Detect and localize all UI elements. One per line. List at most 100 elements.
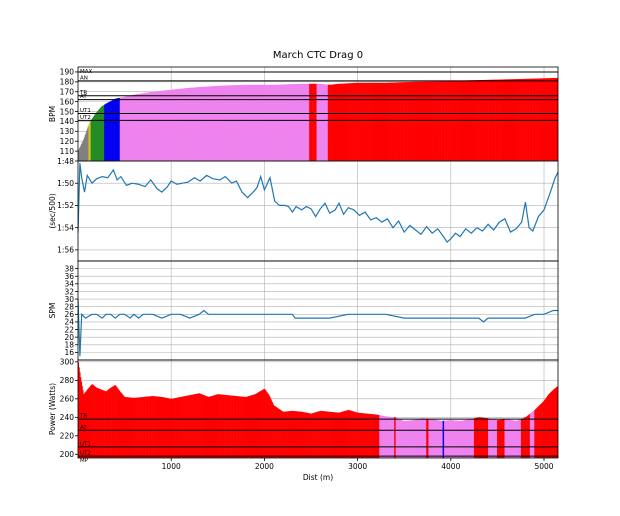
area-bar [287,84,289,161]
area-bar [259,84,261,161]
area-bar [151,91,153,161]
area-bar [168,89,171,161]
area-bar [505,419,508,458]
zone-label: UT2 [80,451,91,457]
area-bar [463,420,465,458]
area-bar [365,413,367,458]
area-bar [250,84,252,161]
area-bar [153,396,155,458]
area-bar [496,419,498,458]
area-bar [370,413,372,458]
area-bar [458,420,460,458]
area-bar [375,82,377,161]
area-bar [388,82,390,161]
area-bar [108,102,110,161]
area-bar [209,86,212,161]
area-bar [253,394,256,458]
area-bar [264,389,266,458]
area-bar [152,91,154,161]
area-bar [292,84,294,161]
area-bar [121,394,124,458]
area-bar [327,411,329,458]
area-bar [489,418,491,458]
area-bar [265,84,267,161]
area-bar [274,405,276,458]
area-bar [338,412,341,458]
area-bar [283,411,285,458]
area-bar [333,84,335,161]
area-bar [316,83,318,161]
area-bar [545,78,547,161]
area-bar [238,396,240,458]
area-bar [90,120,92,161]
y-tick-label: 1:52 [57,201,74,210]
area-bar [345,83,347,161]
area-bar [113,99,115,161]
area-bar [199,87,201,161]
zone-label: UT2 [80,115,91,121]
area-bar [130,397,132,458]
area-bar [310,413,312,458]
area-bar [511,420,513,458]
area-bar [130,95,132,161]
panel-frame [77,260,559,361]
area-bar [318,411,320,458]
y-tick-label: 260 [60,395,75,404]
area-bar [554,77,556,161]
area-bar [338,83,341,161]
area-bar [530,78,532,161]
area-bar [479,417,481,458]
area-bar [274,406,276,458]
area-bar [383,416,385,458]
area-bar [544,400,546,458]
area-bar [335,412,338,458]
area-bar [305,412,307,458]
area-bar [309,83,311,161]
area-bar [121,393,123,458]
area-bar [545,398,547,458]
area-bar [229,395,231,458]
area-bar [447,420,449,458]
area-bar [243,396,245,458]
area-bar [110,387,112,458]
area-bar [130,397,132,458]
zone-label: AN [80,75,88,81]
area-bar [406,420,408,458]
area-bar [508,419,510,458]
area-bar [273,84,275,161]
area-bar [262,389,264,458]
area-bar [204,86,206,161]
area-bar [206,86,209,161]
area-bar [321,83,323,161]
area-bar [359,82,361,161]
area-bar [420,81,422,161]
area-bar [246,396,248,458]
area-bar [485,418,487,458]
area-bar [186,88,188,161]
area-bar [260,84,262,161]
area-bar [291,84,294,161]
area-bar [505,419,507,458]
area-bar [338,83,340,161]
area-bar [184,396,186,458]
area-bar [379,82,381,161]
area-bar [423,418,426,458]
area-bar [355,82,357,161]
area-bar [199,393,201,458]
area-bar [486,418,488,458]
area-bar [388,416,390,458]
area-bar [374,82,376,161]
area-bar [412,81,414,161]
area-bar [247,84,249,161]
area-bar [219,394,221,458]
area-bar [201,394,203,458]
area-bar [82,140,84,161]
area-bar [264,84,266,161]
area-bar [116,98,118,161]
y-tick-label: 30 [64,295,74,304]
area-bar [175,89,177,161]
area-bar [454,420,456,458]
area-bar [444,420,446,458]
area-bar [382,82,384,161]
area-bar [236,85,238,161]
